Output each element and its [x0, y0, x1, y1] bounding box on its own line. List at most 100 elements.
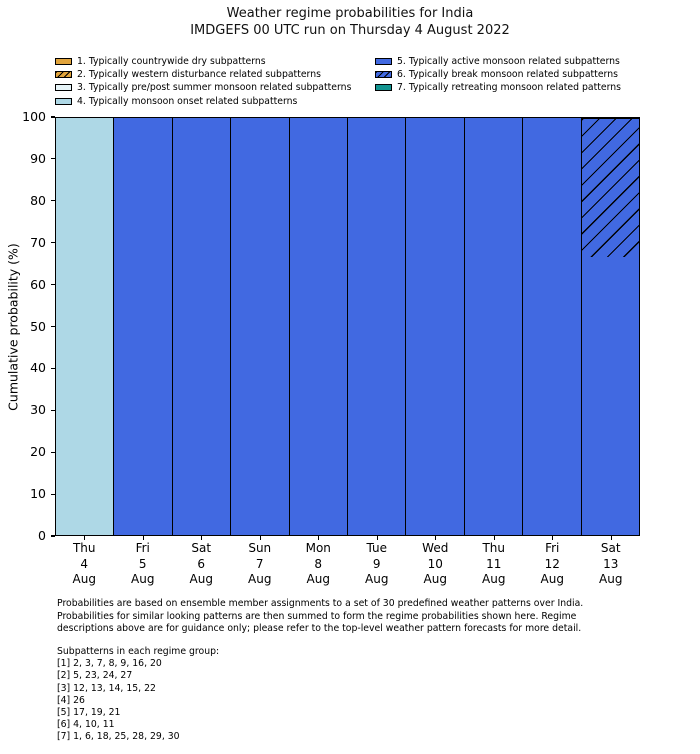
y-tick-label: 100	[22, 109, 46, 124]
subpatterns-line: [2] 5, 23, 24, 27	[57, 670, 133, 682]
bar-fri-5-aug	[114, 118, 173, 535]
bar-sun-7-aug	[231, 118, 290, 535]
legend-swatch-regime-1	[55, 58, 72, 66]
subpatterns-line: [6] 4, 10, 11	[57, 719, 115, 731]
bar-wed-10-aug	[406, 118, 465, 535]
x-tick-label-line: Aug	[482, 572, 506, 586]
y-tick-mark	[51, 535, 55, 537]
x-tick-label-sun-7-aug: Sun 7 Aug	[231, 541, 290, 588]
x-tick-label-line: Tue	[366, 541, 388, 555]
x-tick-label-line: Aug	[540, 572, 564, 586]
bar-fri-12-aug	[523, 118, 582, 535]
legend-swatch-regime-3	[55, 84, 72, 92]
x-tick-label-line: 13	[603, 556, 619, 571]
subpatterns-heading: Subpatterns in each regime group:	[57, 646, 220, 657]
x-tick-label-line: Aug	[306, 572, 330, 586]
x-tick-label-mon-8-aug: Mon 8 Aug	[289, 541, 348, 588]
subpatterns-line: [1] 2, 3, 7, 8, 9, 16, 20	[57, 658, 162, 670]
y-tick-mark	[51, 284, 55, 286]
bar-segment-regime-4	[56, 118, 114, 535]
x-tick-label-line: Aug	[72, 572, 96, 586]
footer-note: Probabilities are based on ensemble memb…	[57, 598, 657, 636]
x-tick-label-line: 7	[255, 556, 264, 571]
x-tick-label-line: Sun	[248, 541, 272, 555]
chart-title: Weather regime probabilities for India	[226, 6, 474, 21]
x-tick-label-sat-13-aug: Sat 13 Aug	[582, 541, 641, 588]
legend-label-regime-4: 4. Typically monsoon onset related subpa…	[77, 95, 298, 107]
footer-line: Probabilities are based on ensemble memb…	[57, 598, 584, 609]
legend-label-regime-3: 3. Typically pre/post summer monsoon rel…	[77, 82, 352, 94]
y-tick-mark	[51, 116, 55, 118]
legend-swatch-regime-7	[375, 84, 392, 92]
subpatterns-line: [3] 12, 13, 14, 15, 22	[57, 682, 156, 694]
x-tick-label-line: 11	[486, 556, 502, 571]
y-tick-mark	[51, 200, 55, 202]
bar-segment-regime-5	[464, 118, 523, 535]
legend-swatch-regime-2	[55, 71, 72, 79]
x-axis-labels: Thu 4 Aug Fri 5 Aug Sat 6 Aug Sun 7 Aug Mon 8 Aug Tue 9 A…	[55, 541, 640, 588]
subpatterns-line: [5] 17, 19, 21	[57, 707, 121, 719]
x-tick-label-fri-5-aug: Fri 5 Aug	[114, 541, 173, 588]
y-tick-mark	[51, 158, 55, 160]
x-tick-label-line: 5	[138, 556, 147, 571]
x-tick-mark	[201, 536, 203, 540]
bar-segment-regime-5	[172, 118, 231, 535]
y-tick-label: 20	[30, 444, 46, 460]
y-tick-label: 70	[30, 234, 46, 250]
x-tick-label-line: 4	[80, 556, 89, 571]
legend-item-regime-5: 5. Typically active monsoon related subp…	[375, 55, 621, 68]
x-tick-label-line: Aug	[248, 572, 272, 586]
x-tick-mark	[376, 536, 378, 540]
x-tick-mark	[493, 536, 495, 540]
legend-swatch-regime-6	[375, 71, 392, 79]
x-tick-label-line: 10	[427, 556, 443, 571]
x-tick-label-line: Thu	[482, 541, 506, 555]
x-tick-mark	[610, 536, 612, 540]
x-tick-mark	[318, 536, 320, 540]
x-tick-label-line: Thu	[72, 541, 96, 555]
subpatterns-line: [4] 26	[57, 694, 85, 706]
legend-swatch-regime-5	[375, 58, 392, 66]
bar-segment-regime-5	[348, 118, 406, 535]
legend-label-regime-7: 7. Typically retreating monsoon related …	[397, 82, 622, 94]
x-tick-label-line: Fri	[135, 541, 150, 555]
bar-segment-regime-5	[289, 118, 348, 535]
y-tick-mark	[51, 493, 55, 495]
footer-line: descriptions above are for guidance only…	[57, 623, 582, 635]
y-tick-mark	[51, 242, 55, 244]
bar-segment-regime-5	[114, 118, 172, 535]
y-tick-label: 50	[30, 318, 46, 334]
legend-column-left: 1. Typically countrywide dry subpatterns…	[55, 55, 351, 108]
x-tick-label-wed-10-aug: Wed 10 Aug	[406, 541, 465, 588]
legend-label-regime-5: 5. Typically active monsoon related subp…	[397, 56, 620, 68]
x-tick-mark	[142, 536, 144, 540]
bar-thu-4-aug	[56, 118, 115, 535]
x-tick-label-line: Sat	[191, 541, 212, 555]
subpatterns-list: Subpatterns in each regime group: [1] 2,…	[57, 646, 219, 744]
chart-subtitle: IMDGEFS 00 UTC run on Thursday 4 August …	[190, 23, 510, 38]
legend-item-regime-4: 4. Typically monsoon onset related subpa…	[55, 95, 351, 108]
y-tick-mark	[51, 451, 55, 453]
x-tick-label-sat-6-aug: Sat 6 Aug	[172, 541, 231, 588]
x-tick-label-fri-12-aug: Fri 12 Aug	[523, 541, 582, 588]
legend-column-right: 5. Typically active monsoon related subp…	[375, 55, 621, 95]
x-tick-label-line: Aug	[131, 572, 155, 586]
x-tick-label-line: Wed	[422, 541, 449, 555]
subpatterns-line: [7] 1, 6, 18, 25, 28, 29, 30	[57, 731, 180, 743]
x-tick-label-line: 6	[197, 556, 206, 571]
y-tick-label: 90	[30, 150, 46, 166]
bar-segment-regime-5	[523, 118, 581, 535]
bar-sat-6-aug	[172, 118, 232, 535]
x-tick-label-line: Aug	[365, 572, 389, 586]
x-tick-label-line: Mon	[305, 541, 331, 555]
bar-segment-regime-5	[406, 118, 464, 535]
x-tick-label-line: 8	[314, 556, 323, 571]
bar-segment-regime-6	[581, 118, 640, 257]
footer-line: Probabilities for similar looking patter…	[57, 610, 577, 622]
y-tick-label: 0	[38, 528, 46, 543]
bar-tue-9-aug	[348, 118, 407, 535]
bar-mon-8-aug	[289, 118, 349, 535]
y-tick-label: 30	[30, 402, 46, 418]
x-tick-label-line: Aug	[189, 572, 213, 586]
